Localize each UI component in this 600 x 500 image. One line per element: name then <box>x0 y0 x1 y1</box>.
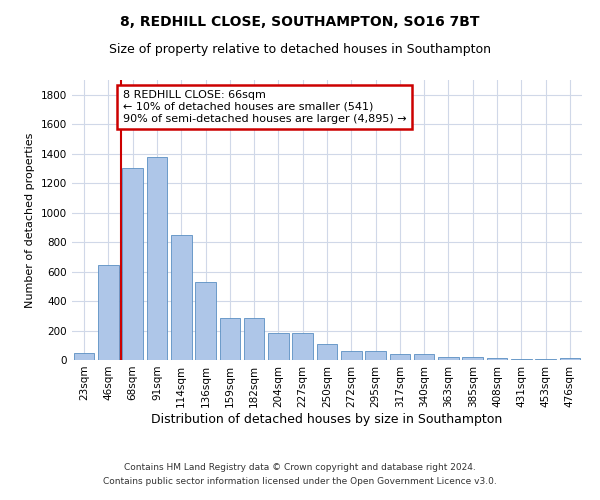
Bar <box>292 332 313 360</box>
Bar <box>244 318 265 360</box>
Bar <box>535 359 556 360</box>
Bar <box>122 168 143 360</box>
Bar <box>389 354 410 360</box>
Text: Distribution of detached houses by size in Southampton: Distribution of detached houses by size … <box>151 412 503 426</box>
Bar <box>317 344 337 360</box>
Bar <box>341 351 362 360</box>
Bar <box>74 352 94 360</box>
Bar <box>146 158 167 360</box>
Bar <box>98 265 119 360</box>
Bar <box>438 357 459 360</box>
Text: Contains HM Land Registry data © Crown copyright and database right 2024.: Contains HM Land Registry data © Crown c… <box>124 462 476 471</box>
Text: Size of property relative to detached houses in Southampton: Size of property relative to detached ho… <box>109 42 491 56</box>
Bar <box>195 282 216 360</box>
Bar <box>171 236 191 360</box>
Bar <box>268 332 289 360</box>
Bar <box>220 318 240 360</box>
Text: 8, REDHILL CLOSE, SOUTHAMPTON, SO16 7BT: 8, REDHILL CLOSE, SOUTHAMPTON, SO16 7BT <box>120 15 480 29</box>
Y-axis label: Number of detached properties: Number of detached properties <box>25 132 35 308</box>
Bar <box>560 358 580 360</box>
Bar <box>365 351 386 360</box>
Bar <box>463 357 483 360</box>
Bar <box>511 359 532 360</box>
Bar <box>487 358 508 360</box>
Bar <box>414 354 434 360</box>
Text: Contains public sector information licensed under the Open Government Licence v3: Contains public sector information licen… <box>103 478 497 486</box>
Text: 8 REDHILL CLOSE: 66sqm
← 10% of detached houses are smaller (541)
90% of semi-de: 8 REDHILL CLOSE: 66sqm ← 10% of detached… <box>123 90 407 124</box>
